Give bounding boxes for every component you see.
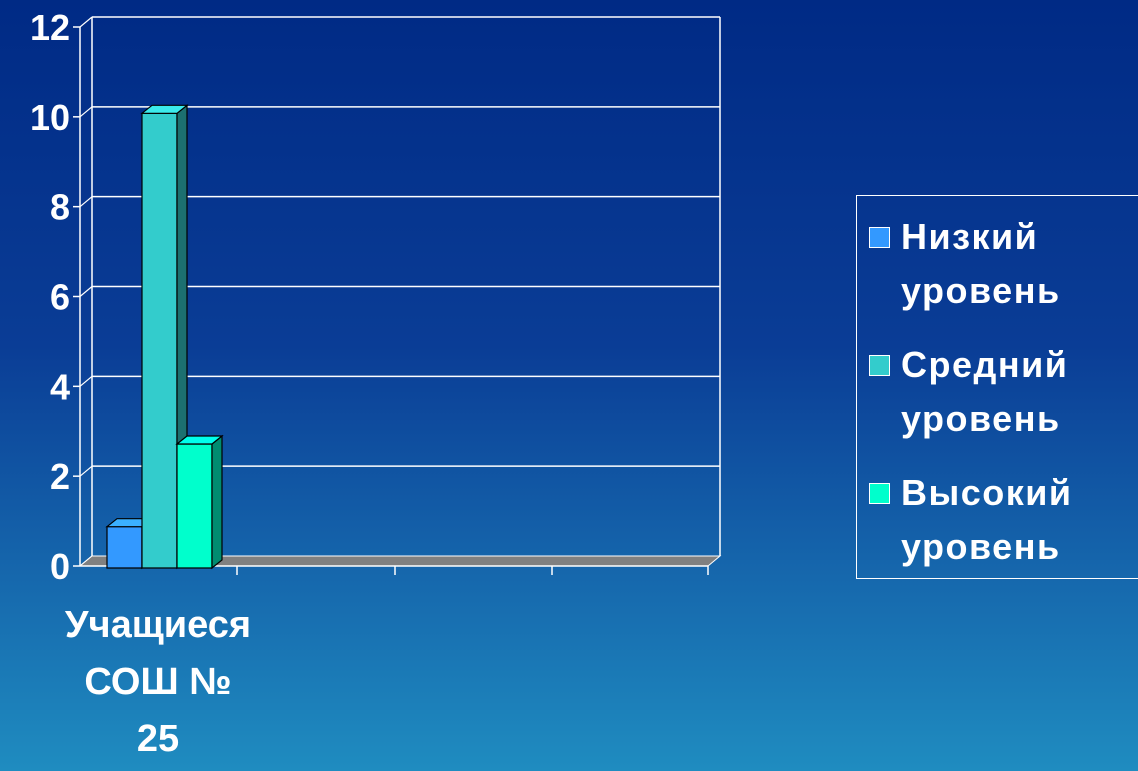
legend-label-medium: Средний уровень — [901, 344, 1069, 439]
wall-depth-line — [79, 286, 93, 297]
wall-depth-line — [79, 196, 93, 208]
y-tick-label: 8 — [50, 187, 70, 228]
legend-swatch-medium — [869, 355, 890, 376]
wall-depth-line — [79, 375, 93, 387]
y-tick-label: 0 — [50, 546, 70, 587]
y-tick-label: 12 — [30, 7, 70, 48]
bar-front-2 — [176, 443, 213, 569]
legend-swatch-high — [869, 483, 890, 504]
bar-top-2 — [175, 435, 224, 445]
y-tick-label: 4 — [50, 366, 70, 407]
legend-label-high: Высокий уровень — [901, 472, 1073, 567]
wall-depth-line — [79, 16, 93, 28]
bar-front-0 — [106, 526, 143, 569]
y-tick-label: 6 — [50, 277, 70, 318]
bar-front-1 — [141, 112, 178, 569]
y-tick-label: 2 — [50, 456, 70, 497]
legend-swatch-low — [869, 227, 890, 248]
wall-depth-line — [79, 106, 93, 118]
y-tick-label: 10 — [30, 97, 70, 138]
bar-side-2 — [211, 434, 223, 570]
x-category-label: Учащиеся СОШ № 25 — [64, 604, 252, 760]
legend-label-low: Низкий уровень — [901, 216, 1061, 311]
bar-top-1 — [140, 104, 189, 114]
wall-depth-line — [79, 465, 93, 477]
chart-legend: Низкий уровень Средний уровень Высокий у… — [856, 195, 1138, 579]
